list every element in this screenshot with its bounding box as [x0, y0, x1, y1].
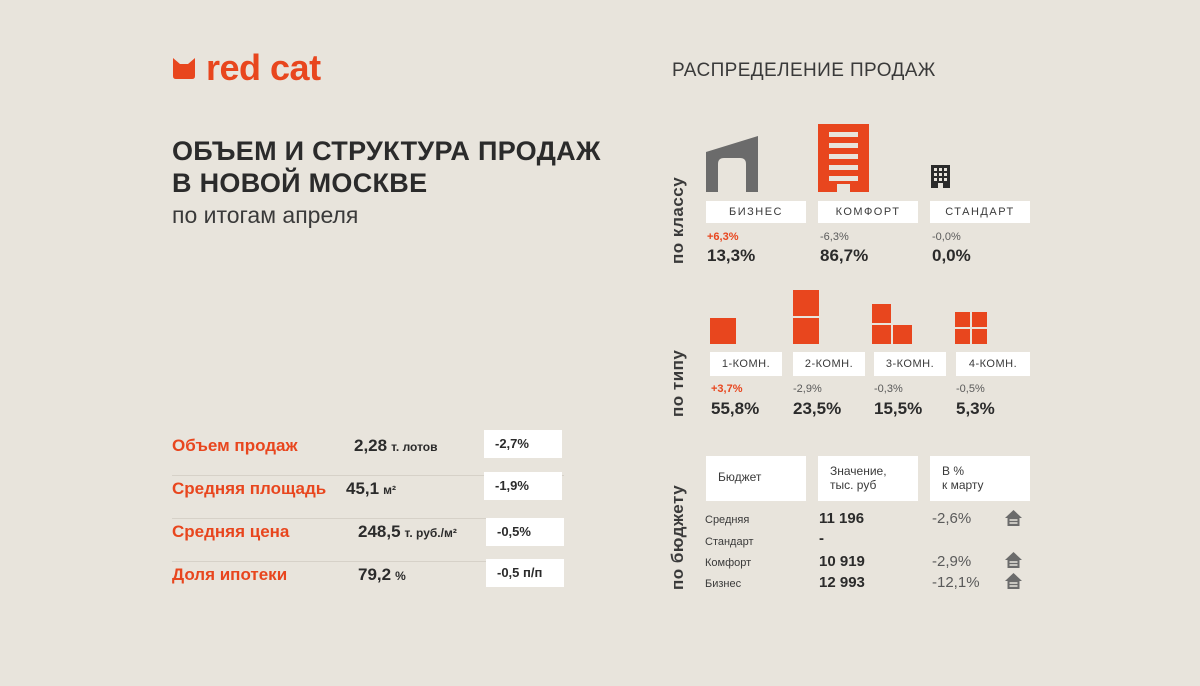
four-room-icon: [955, 312, 987, 344]
budget-row-name: Комфорт: [705, 557, 752, 569]
three-room-icon: [872, 304, 912, 344]
type-tag-3-room: 3-КОМН.: [874, 352, 946, 376]
metric-row-mortgage-share: Доля ипотеки 79,2% -0,5 п/п: [172, 559, 564, 604]
budget-row-value: -: [819, 530, 824, 547]
budget-header-text: к марту: [942, 478, 984, 492]
type-value-1-room: 55,8%: [711, 399, 760, 418]
class-change-business: +6,3%: [707, 231, 739, 243]
one-room-icon: [710, 318, 736, 344]
metric-label: Средняя цена: [172, 522, 290, 541]
metric-change: -0,5%: [486, 518, 564, 546]
brand-name: red cat: [206, 47, 321, 88]
budget-row-name: Стандарт: [705, 536, 754, 548]
page-title-line-2: В НОВОЙ МОСКВЕ: [172, 168, 428, 198]
page-title-line-1: ОБЪЕМ И СТРУКТУРА ПРОДАЖ: [172, 136, 601, 166]
class-value-comfort: 86,7%: [820, 246, 869, 265]
metric-label: Объем продаж: [172, 436, 298, 455]
metric-value: 248,5 т. руб./м²: [358, 522, 457, 541]
budget-header-text: Значение,: [830, 464, 887, 478]
type-value-2-room: 23,5%: [793, 399, 842, 418]
by-class-label: по классу: [668, 176, 687, 264]
house-icon: [1005, 510, 1022, 526]
house-icon: [1005, 573, 1022, 589]
metric-change: -0,5 п/п: [486, 559, 564, 587]
comfort-building-icon: [818, 124, 869, 192]
metric-value: 79,2%: [358, 565, 406, 584]
type-value-3-room: 15,5%: [874, 399, 923, 418]
metric-row-sales-volume: Объем продаж 2,28 т. лотов -2,7%: [172, 430, 564, 476]
class-value-standard: 0,0%: [932, 246, 971, 265]
distribution-title: РАСПРЕДЕЛЕНИЕ ПРОДАЖ: [672, 60, 936, 81]
class-value-business: 13,3%: [707, 246, 756, 265]
budget-row-change: -2,9%: [932, 553, 972, 570]
budget-row-value: 12 993: [819, 574, 865, 591]
budget-row-value: 10 919: [819, 553, 865, 570]
type-tag-4-room: 4-КОМН.: [956, 352, 1030, 376]
type-tag-1-room: 1-КОМН.: [710, 352, 782, 376]
type-change-1-room: +3,7%: [711, 383, 743, 395]
budget-row-value: 11 196: [819, 510, 865, 527]
metric-change: -2,7%: [484, 430, 562, 458]
two-room-icon: [793, 290, 819, 344]
budget-row-change: -12,1%: [932, 574, 980, 591]
budget-header-text: Бюджет: [718, 470, 762, 484]
by-budget-label: по бюджету: [668, 484, 687, 590]
cat-logo-icon: [173, 58, 195, 79]
budget-row-name: Бизнес: [705, 578, 742, 590]
budget-header-text: тыс. руб: [830, 478, 877, 492]
brand-logo: red cat: [172, 50, 321, 86]
metric-row-average-price: Средняя цена 248,5 т. руб./м² -0,5%: [172, 518, 564, 562]
budget-row-change: -2,6%: [932, 510, 972, 527]
budget-row-name: Средняя: [705, 514, 750, 526]
house-icon: [1005, 552, 1022, 568]
class-tag-standard: СТАНДАРТ: [930, 201, 1030, 223]
type-change-3-room: -0,3%: [874, 383, 903, 395]
page-subtitle: по итогам апреля: [172, 202, 359, 228]
budget-header-budget: Бюджет: [706, 456, 806, 501]
budget-header-change: В % к марту: [930, 456, 1030, 501]
metric-row-average-area: Средняя площадь 45,1 м² -1,9%: [172, 472, 564, 519]
budget-header-value: Значение, тыс. руб: [818, 456, 918, 501]
type-value-4-room: 5,3%: [956, 399, 995, 418]
budget-header-text: В %: [942, 464, 965, 478]
type-tag-2-room: 2-КОМН.: [793, 352, 865, 376]
by-type-label: по типу: [668, 349, 687, 417]
metric-label: Доля ипотеки: [172, 565, 288, 584]
metric-value: 2,28 т. лотов: [354, 436, 438, 455]
business-building-icon: [706, 136, 758, 192]
class-change-standard: -0,0%: [932, 231, 961, 243]
type-change-4-room: -0,5%: [956, 383, 985, 395]
class-tag-comfort: КОМФОРТ: [818, 201, 918, 223]
standard-building-icon: [931, 165, 950, 188]
metric-change: -1,9%: [484, 472, 562, 500]
metric-label: Средняя площадь: [172, 479, 327, 498]
class-tag-business: БИЗНЕС: [706, 201, 806, 223]
metric-value: 45,1 м²: [346, 479, 396, 498]
type-change-2-room: -2,9%: [793, 383, 822, 395]
class-change-comfort: -6,3%: [820, 231, 849, 243]
